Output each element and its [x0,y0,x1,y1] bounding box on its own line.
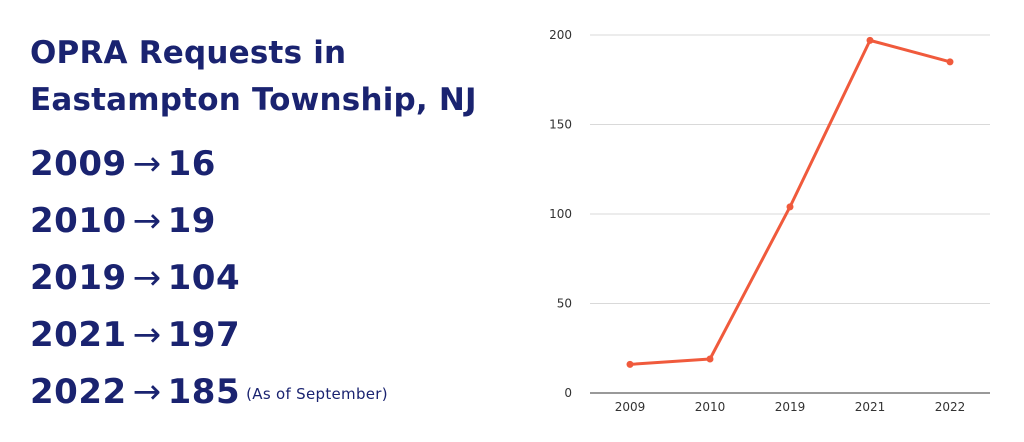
data-point [706,355,714,363]
summary-panel: OPRA Requests in Eastampton Township, NJ… [30,30,510,421]
x-tick-label: 2009 [615,400,646,414]
data-point [626,360,634,368]
stat-year: 2009 [30,144,127,184]
stat-2010: 2010 → 19 [30,193,510,250]
y-tick-label: 150 [549,118,572,132]
stat-count: 16 [167,144,216,184]
stats-list: 2009 → 16 2010 → 19 2019 → 104 2021 → 197 2022 → 1… [30,136,510,421]
stat-count: 104 [167,258,241,298]
page-title: OPRA Requests in Eastampton Township, NJ [30,30,510,124]
stat-2019: 2019 → 104 [30,250,510,307]
stat-2021: 2021 → 197 [30,307,510,364]
stat-year: 2010 [30,201,127,241]
stat-year: 2021 [30,315,127,355]
line-chart: 0 50 100 150 200 2009 2010 2019 2021 2022 [549,28,990,414]
stat-note: (As of September) [246,385,388,403]
arrow-icon: → [132,315,162,355]
stat-count: 197 [167,315,241,355]
stat-2022: 2022 → 185 (As of September) [30,364,510,421]
x-tick-label: 2010 [695,400,726,414]
arrow-icon: → [132,144,162,184]
y-tick-label: 50 [557,297,572,311]
stat-year: 2022 [30,372,127,412]
stat-2009: 2009 → 16 [30,136,510,193]
stat-count: 19 [167,201,216,241]
y-tick-label: 0 [564,386,572,400]
arrow-icon: → [132,258,162,298]
stat-count: 185 [167,372,241,412]
title-line-1: OPRA Requests in [30,35,347,71]
x-tick-label: 2019 [775,400,806,414]
series-line [628,38,952,366]
data-point [866,36,874,44]
data-point [786,203,794,211]
data-point [946,58,954,66]
stat-year: 2019 [30,258,127,298]
y-tick-label: 200 [549,28,572,42]
arrow-icon: → [132,201,162,241]
arrow-icon: → [132,372,162,412]
x-tick-label: 2022 [935,400,966,414]
title-line-2: Eastampton Township, NJ [30,82,477,118]
x-tick-label: 2021 [855,400,886,414]
y-tick-label: 100 [549,207,572,221]
